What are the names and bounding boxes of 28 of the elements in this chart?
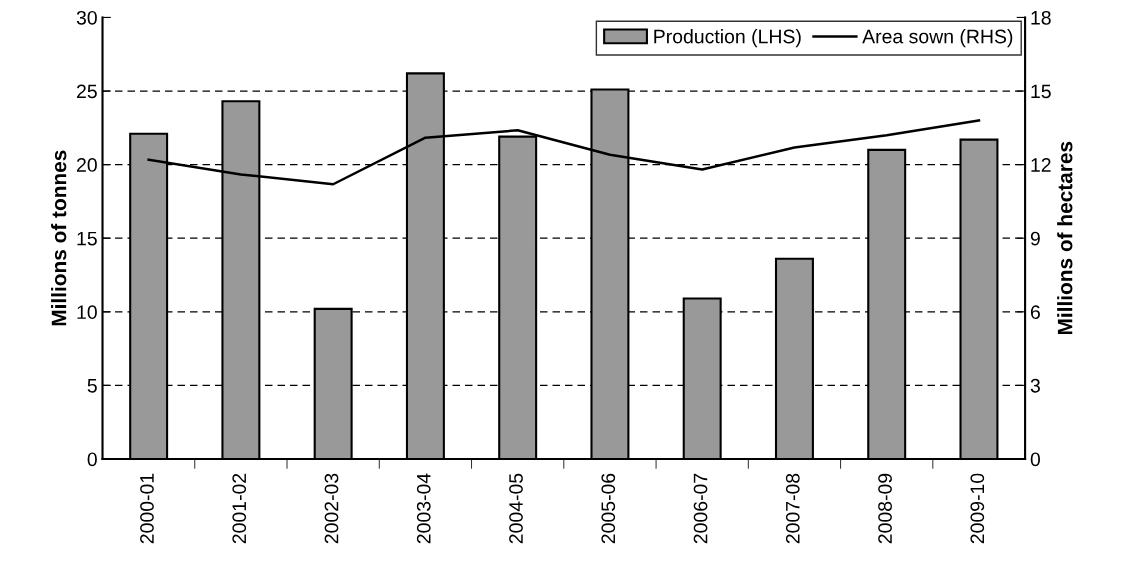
y2-tick-label: 12 <box>1031 158 1051 172</box>
x-tick-label: 2005-06 <box>601 473 616 544</box>
y2-tick-label: 6 <box>1030 305 1040 320</box>
x-tick-label: 2004-05 <box>509 473 523 544</box>
y-tick-label: 0 <box>87 452 97 467</box>
legend-label: Production (LHS) <box>654 29 801 48</box>
y-tick-label: 20 <box>77 158 97 172</box>
x-tick-label: 2009-10 <box>970 473 985 544</box>
y2-tick-label: 18 <box>1031 10 1051 25</box>
y2-tick-label: 0 <box>1030 452 1041 467</box>
y-tick-label: 5 <box>87 379 97 393</box>
y2-tick-label: 15 <box>1031 84 1051 99</box>
y-tick-label: 10 <box>77 305 97 320</box>
x-tick-label: 2006-07 <box>693 473 708 544</box>
x-tick-label: 2002-03 <box>324 473 339 544</box>
x-tick-label: 2001-02 <box>232 473 247 544</box>
x-tick-label: 2000-01 <box>140 473 154 544</box>
y-tick-label: 30 <box>76 10 97 25</box>
y-tick-label: 15 <box>77 231 97 246</box>
x-tick-label: 2007-08 <box>785 473 800 544</box>
y2-tick-label: 3 <box>1030 378 1040 393</box>
x-tick-label: 2003-04 <box>416 473 431 544</box>
y2-tick-label: 9 <box>1030 231 1040 246</box>
y2-axis-title: Millions of hectares <box>1057 141 1073 335</box>
y-tick-label: 25 <box>77 84 97 99</box>
legend-label: Area sown (RHS) <box>862 29 1013 48</box>
y-axis-title: Millions of tonnes <box>51 150 67 326</box>
x-tick-label: 2008-09 <box>878 473 892 544</box>
